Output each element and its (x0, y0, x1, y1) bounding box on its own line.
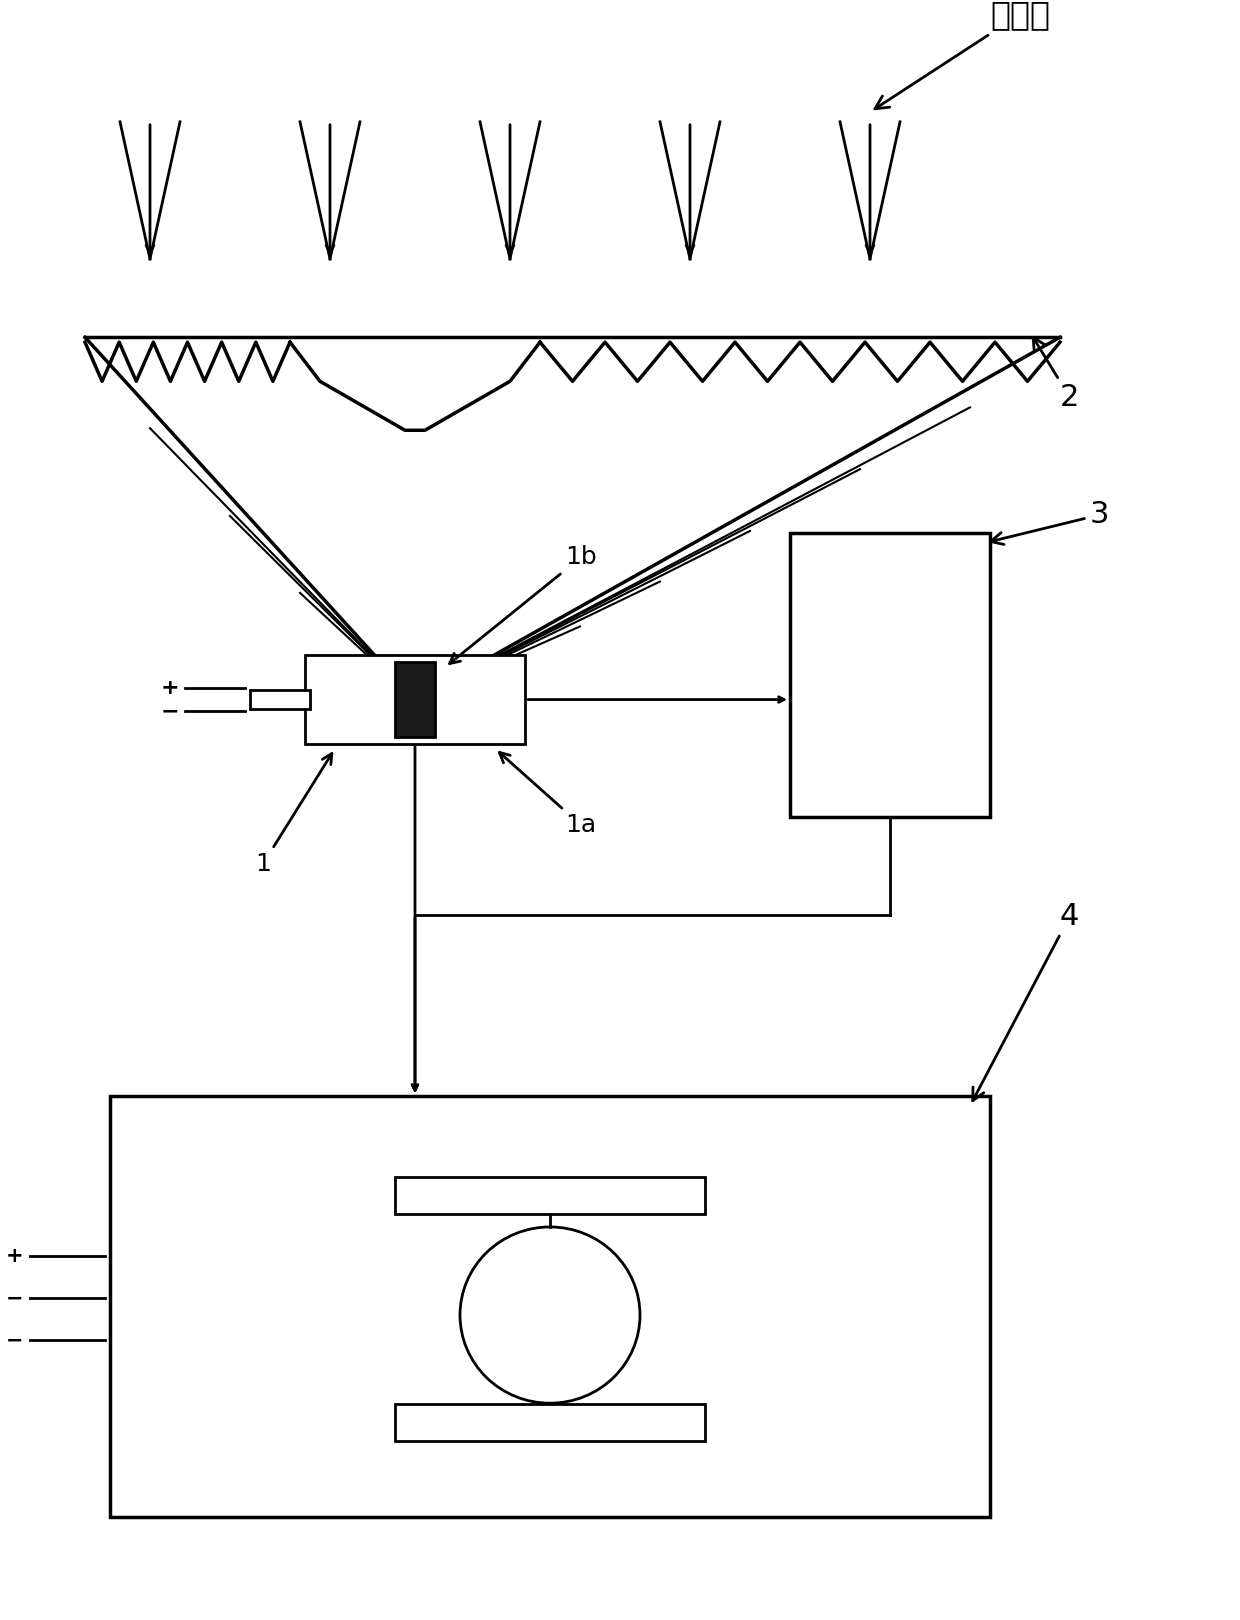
Text: +: + (161, 677, 180, 698)
Text: 1b: 1b (450, 546, 596, 664)
Bar (396, 663, 435, 737)
Bar (396, 1405, 706, 1442)
Text: −: − (6, 1288, 24, 1309)
Bar (250, 690, 310, 710)
Text: 4: 4 (972, 902, 1079, 1100)
Bar (396, 1176, 706, 1213)
Circle shape (460, 1226, 640, 1403)
Text: 1a: 1a (500, 752, 596, 838)
Bar (305, 656, 525, 744)
Bar (790, 533, 990, 816)
Text: −: − (6, 1330, 24, 1351)
Bar (110, 1097, 990, 1518)
Text: 1: 1 (255, 753, 332, 876)
Text: 2: 2 (1033, 337, 1079, 411)
Text: 3: 3 (991, 501, 1110, 544)
Text: 太阳光: 太阳光 (875, 0, 1050, 109)
Text: +: + (6, 1246, 24, 1267)
Text: −: − (161, 701, 180, 721)
